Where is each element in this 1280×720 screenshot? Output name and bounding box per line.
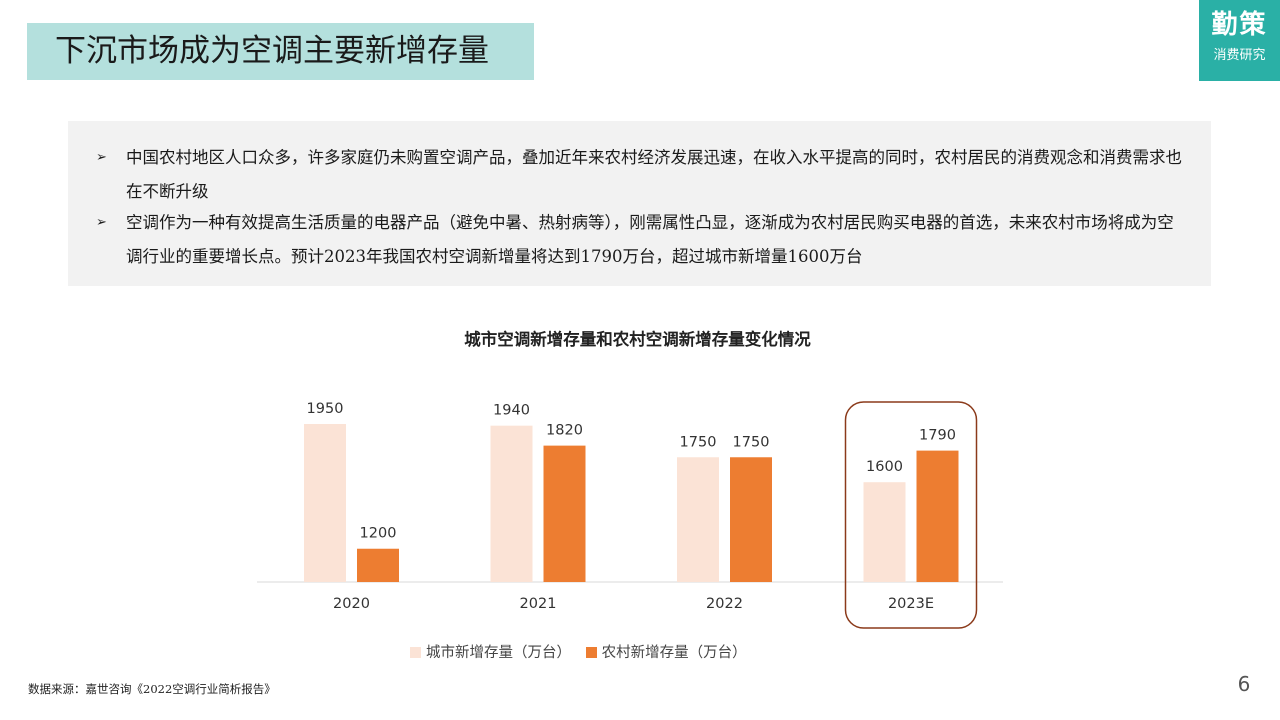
data-label: 1790 <box>919 428 956 444</box>
data-label: 1820 <box>546 423 583 439</box>
data-source-note: 数据来源：嘉世咨询《2022空调行业简析报告》 <box>28 682 276 696</box>
data-label: 1750 <box>733 434 770 450</box>
page-number: 6 <box>1237 672 1251 696</box>
title-bar: 下沉市场成为空调主要新增存量 <box>27 23 534 80</box>
data-label: 1950 <box>307 401 344 417</box>
brand-logo: 勤策 消费研究 <box>1199 0 1280 81</box>
legend-label-rural: 农村新增存量（万台） <box>601 645 747 661</box>
x-tick-label: 2020 <box>333 596 370 612</box>
summary-box: ➢ 中国农村地区人口众多，许多家庭仍未购置空调产品，叠加近年来农村经济发展迅速，… <box>68 121 1211 286</box>
arrow-bullet-icon: ➢ <box>96 215 107 230</box>
bullet-item: ➢ 空调作为一种有效提高生活质量的电器产品（避免中暑、热射病等），刚需属性凸显，… <box>96 206 1186 274</box>
data-label: 1600 <box>866 459 903 475</box>
data-label: 1940 <box>493 403 530 419</box>
arrow-bullet-icon: ➢ <box>96 150 107 165</box>
bar-urban <box>677 457 719 582</box>
highlight-frame <box>844 401 978 629</box>
legend-item-urban: 城市新增存量（万台） <box>410 643 571 663</box>
logo-sub-text: 消费研究 <box>1213 48 1266 63</box>
bullet-text: 空调作为一种有效提高生活质量的电器产品（避免中暑、热射病等），刚需属性凸显，逐渐… <box>126 213 1174 266</box>
bar-urban <box>304 424 346 582</box>
logo-main-text: 勤策 <box>1211 10 1268 40</box>
legend-swatch-urban <box>410 647 421 658</box>
bullet-text: 中国农村地区人口众多，许多家庭仍未购置空调产品，叠加近年来农村经济发展迅速，在收… <box>126 148 1182 201</box>
bar-urban <box>863 482 906 582</box>
bar-rural <box>916 450 959 582</box>
x-tick-label: 2022 <box>706 596 743 612</box>
chart-title: 城市空调新增存量和农村空调新增存量变化情况 <box>464 330 811 349</box>
bar-urban <box>490 425 533 582</box>
data-label: 1200 <box>360 526 397 542</box>
legend-label-urban: 城市新增存量（万台） <box>426 645 571 661</box>
x-tick-label: 2023E <box>888 596 934 612</box>
bar-rural <box>357 548 399 582</box>
bar-rural <box>543 445 586 582</box>
bullet-item: ➢ 中国农村地区人口众多，许多家庭仍未购置空调产品，叠加近年来农村经济发展迅速，… <box>96 141 1186 209</box>
data-label: 1750 <box>680 434 717 450</box>
legend-item-rural: 农村新增存量（万台） <box>585 643 747 663</box>
bar-rural <box>730 457 772 582</box>
page-title: 下沉市场成为空调主要新增存量 <box>55 33 489 69</box>
legend-swatch-rural <box>585 647 597 658</box>
x-tick-label: 2021 <box>520 596 557 612</box>
chart-legend: 城市新增存量（万台） 农村新增存量（万台） <box>410 643 757 663</box>
